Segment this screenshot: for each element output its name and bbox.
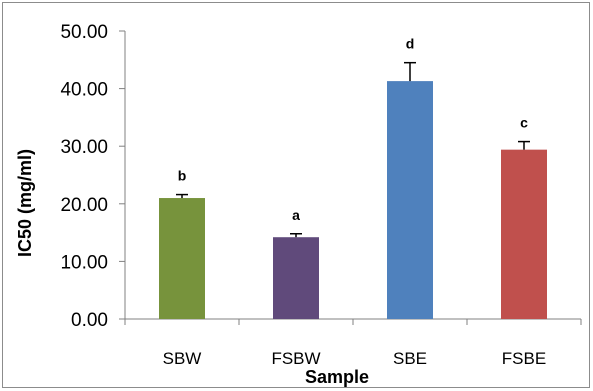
significance-label: d <box>406 36 415 52</box>
bar <box>159 198 205 319</box>
bar <box>501 149 547 319</box>
y-axis-title: IC50 (mg/ml) <box>15 149 35 257</box>
x-tick-label: FSBW <box>271 349 320 368</box>
bar <box>387 81 433 319</box>
x-tick-label: FSBE <box>502 349 546 368</box>
chart: IC50 (mg/ml) Sample 0.00 10.00 20.00 30.00 4… <box>15 22 582 387</box>
x-tick-label: SBW <box>163 349 202 368</box>
y-tick-label: 30.00 <box>60 137 108 158</box>
x-tick-label: SBE <box>393 349 427 368</box>
y-tick-label: 50.00 <box>60 22 108 43</box>
x-axis-title: Sample <box>305 367 369 387</box>
bar <box>273 237 319 319</box>
chart-frame: IC50 (mg/ml) Sample 0.00 10.00 20.00 30.00 4… <box>2 2 590 388</box>
y-tick-label: 40.00 <box>60 80 108 101</box>
significance-label: b <box>178 168 187 184</box>
y-tick-label: 0.00 <box>71 310 108 331</box>
y-tick-label: 20.00 <box>60 195 108 216</box>
y-tick-label: 10.00 <box>60 252 108 273</box>
significance-label: a <box>292 207 300 223</box>
significance-label: c <box>520 115 528 131</box>
